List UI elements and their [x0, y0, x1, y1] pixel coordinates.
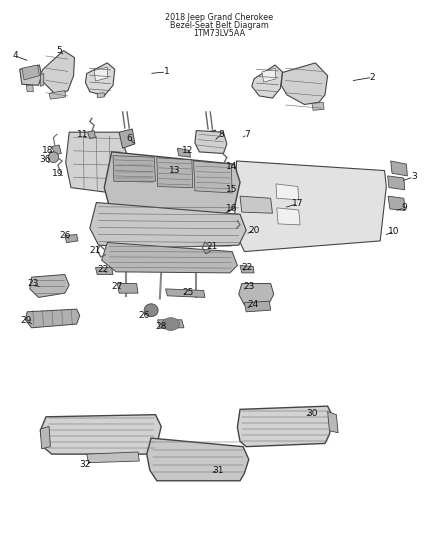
- Polygon shape: [117, 284, 138, 293]
- Text: 36: 36: [39, 156, 50, 164]
- Text: 2018 Jeep Grand Cherokee: 2018 Jeep Grand Cherokee: [165, 13, 273, 22]
- Polygon shape: [87, 452, 139, 463]
- Text: 7: 7: [244, 130, 251, 139]
- Ellipse shape: [162, 318, 180, 330]
- Text: 5: 5: [56, 46, 62, 55]
- Text: 3: 3: [411, 173, 417, 181]
- Polygon shape: [22, 65, 39, 80]
- Polygon shape: [239, 284, 274, 305]
- Polygon shape: [40, 415, 161, 454]
- Text: 1TM73LV5AA: 1TM73LV5AA: [193, 29, 245, 38]
- Ellipse shape: [217, 181, 226, 190]
- Text: 28: 28: [155, 322, 167, 330]
- Polygon shape: [40, 74, 44, 86]
- Text: 21: 21: [90, 246, 101, 255]
- Text: 24: 24: [247, 301, 259, 309]
- Polygon shape: [52, 145, 61, 155]
- Text: 20: 20: [248, 226, 260, 235]
- Text: 6: 6: [126, 134, 132, 143]
- Polygon shape: [177, 148, 191, 157]
- Polygon shape: [90, 203, 246, 248]
- Polygon shape: [26, 85, 33, 92]
- Polygon shape: [388, 196, 405, 211]
- Polygon shape: [40, 426, 50, 449]
- Text: 17: 17: [292, 199, 304, 208]
- Polygon shape: [40, 51, 74, 96]
- Polygon shape: [158, 320, 184, 328]
- Polygon shape: [94, 67, 108, 81]
- Text: 12: 12: [182, 146, 193, 155]
- Text: 31: 31: [212, 466, 224, 474]
- Text: 9: 9: [402, 204, 408, 212]
- Polygon shape: [166, 289, 205, 297]
- Polygon shape: [202, 130, 218, 149]
- Text: 30: 30: [306, 409, 318, 417]
- Text: 4: 4: [13, 52, 18, 60]
- Polygon shape: [312, 102, 324, 110]
- Polygon shape: [252, 65, 283, 98]
- Ellipse shape: [48, 152, 59, 163]
- Polygon shape: [102, 243, 237, 273]
- Polygon shape: [277, 208, 300, 225]
- Polygon shape: [97, 93, 104, 98]
- Text: 22: 22: [242, 263, 253, 272]
- Ellipse shape: [217, 197, 226, 206]
- Text: 25: 25: [183, 288, 194, 296]
- Text: 27: 27: [112, 282, 123, 291]
- Text: 10: 10: [389, 227, 400, 236]
- Polygon shape: [88, 131, 95, 139]
- Text: 23: 23: [243, 282, 254, 291]
- Polygon shape: [147, 438, 249, 481]
- Polygon shape: [157, 158, 193, 188]
- Polygon shape: [234, 161, 386, 252]
- Polygon shape: [104, 152, 240, 221]
- Polygon shape: [195, 131, 227, 154]
- Polygon shape: [85, 63, 115, 96]
- Text: 19: 19: [52, 169, 64, 177]
- Polygon shape: [240, 265, 254, 273]
- Polygon shape: [66, 132, 127, 193]
- Text: 32: 32: [80, 461, 91, 469]
- Polygon shape: [95, 268, 113, 274]
- Text: 8: 8: [218, 130, 224, 139]
- Text: 2: 2: [370, 73, 375, 82]
- Polygon shape: [119, 129, 135, 148]
- Ellipse shape: [144, 304, 158, 317]
- Polygon shape: [65, 235, 78, 243]
- Text: 22: 22: [97, 265, 109, 274]
- Text: 14: 14: [226, 162, 238, 171]
- Polygon shape: [237, 406, 333, 447]
- Polygon shape: [113, 156, 155, 181]
- Text: 13: 13: [169, 166, 180, 175]
- Polygon shape: [276, 184, 299, 200]
- Text: 11: 11: [77, 130, 88, 139]
- Text: 16: 16: [226, 205, 238, 213]
- Polygon shape: [262, 68, 276, 82]
- Text: 21: 21: [207, 242, 218, 251]
- Text: Bezel-Seat Belt Diagram: Bezel-Seat Belt Diagram: [170, 21, 268, 30]
- Text: 18: 18: [42, 146, 53, 155]
- Polygon shape: [20, 65, 42, 85]
- Text: 26: 26: [138, 311, 149, 320]
- Text: 26: 26: [59, 231, 71, 240]
- Text: 23: 23: [27, 279, 39, 288]
- Text: 1: 1: [163, 68, 170, 76]
- Polygon shape: [328, 411, 338, 433]
- Polygon shape: [25, 309, 80, 328]
- Polygon shape: [244, 301, 271, 312]
- Polygon shape: [388, 176, 405, 190]
- Polygon shape: [49, 91, 66, 99]
- Polygon shape: [30, 274, 69, 297]
- Polygon shape: [194, 161, 232, 193]
- Polygon shape: [391, 161, 407, 176]
- Polygon shape: [281, 63, 328, 104]
- Text: 15: 15: [226, 185, 238, 193]
- Polygon shape: [240, 196, 272, 213]
- Text: 29: 29: [21, 317, 32, 325]
